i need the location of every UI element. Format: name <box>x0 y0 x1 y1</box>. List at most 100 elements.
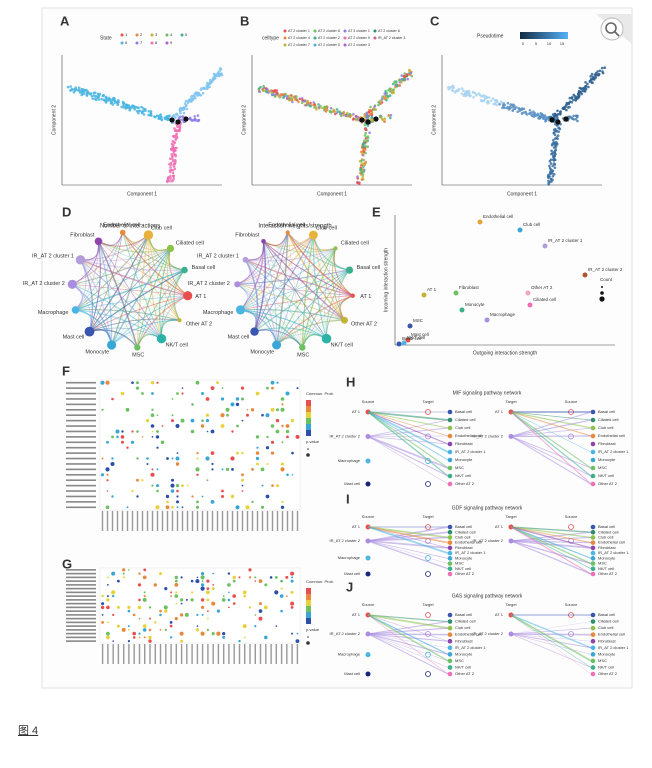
target-label: Basal cell <box>455 409 472 414</box>
cell-point <box>563 105 566 109</box>
signal-edge <box>367 435 449 469</box>
dot <box>290 601 295 606</box>
dot <box>100 380 105 385</box>
row-label <box>66 501 96 503</box>
node-label: MSC <box>297 352 309 358</box>
cell-point <box>570 97 574 100</box>
dot <box>227 583 231 587</box>
target-node <box>447 671 453 677</box>
interaction-edge <box>287 232 354 297</box>
cell-point <box>586 82 589 86</box>
col-label <box>207 644 209 664</box>
cell-point <box>163 116 167 119</box>
point-label: Mast cell <box>411 332 429 337</box>
cell-point <box>365 111 369 115</box>
interaction-edge <box>111 234 149 346</box>
dot <box>212 584 215 586</box>
dot <box>235 397 240 401</box>
interaction-edge <box>75 295 188 311</box>
cell-point <box>173 141 177 144</box>
zoom-button[interactable] <box>596 14 632 44</box>
caption-link[interactable]: 图 4 <box>18 724 38 737</box>
signal-edge <box>510 540 592 575</box>
interaction-edge <box>75 269 185 311</box>
panel-letter: F <box>62 363 70 378</box>
dot <box>146 463 149 465</box>
cell-point <box>325 108 329 111</box>
interaction-edge <box>237 232 289 285</box>
cell-point <box>386 95 390 98</box>
branch-node <box>365 119 371 125</box>
colorbar <box>306 594 311 600</box>
cell-point <box>392 88 395 91</box>
signal-edge <box>367 435 449 477</box>
cell-node <box>285 230 290 235</box>
legend-dot <box>306 641 310 645</box>
interaction-edge <box>80 259 162 339</box>
target-label: Endothelial cell <box>598 632 625 637</box>
cell-point <box>556 134 560 137</box>
legend-dot <box>135 41 139 45</box>
interaction-edge <box>240 295 353 311</box>
dot <box>211 632 215 636</box>
target-node <box>447 481 453 487</box>
dot <box>254 625 257 628</box>
point-label: Monocyte <box>465 302 485 307</box>
node-label: AT 1 <box>195 294 206 300</box>
plot-title: Interaction weights/strength <box>258 224 331 230</box>
legend-dot <box>165 41 169 45</box>
signal-edge <box>367 614 449 662</box>
row-label <box>66 595 96 597</box>
target-node <box>590 652 596 657</box>
target-node <box>425 651 431 658</box>
cell-point <box>580 92 584 96</box>
cell-point <box>584 81 587 84</box>
target-node <box>590 566 596 572</box>
interaction-edge <box>237 284 277 346</box>
dot <box>131 489 134 493</box>
row-label <box>66 587 96 590</box>
dot <box>291 474 294 476</box>
legend-dot <box>343 43 347 47</box>
dot <box>160 440 165 445</box>
row-label <box>66 414 96 417</box>
dot <box>206 590 210 595</box>
dot <box>196 457 199 460</box>
source-node <box>365 481 371 487</box>
dot <box>126 506 129 509</box>
cell-point <box>77 86 81 90</box>
cell-point <box>361 162 365 166</box>
cell-point <box>556 112 560 116</box>
target-label: Endothelial cell <box>455 433 482 438</box>
cell-point <box>410 74 414 78</box>
interaction-edge <box>173 269 185 321</box>
interaction-edge <box>80 248 171 262</box>
dot <box>281 500 284 503</box>
interaction-edge <box>254 327 327 340</box>
cell-point <box>203 87 207 90</box>
cell-point <box>479 98 483 102</box>
dot <box>121 440 124 444</box>
interaction-edge <box>245 234 314 261</box>
dot <box>221 387 224 389</box>
column-header: Source <box>362 602 375 607</box>
cell-point <box>193 92 197 96</box>
dot <box>230 456 235 461</box>
target-label: Monocyte <box>598 457 616 462</box>
cell-point <box>404 75 407 79</box>
interaction-edge <box>244 259 259 332</box>
cell-point <box>544 117 548 121</box>
target-node <box>590 556 596 561</box>
legend-label: AT 2 cluster 9 <box>348 36 370 40</box>
row-label <box>66 602 96 605</box>
point-label: AT 1 <box>427 287 437 292</box>
dot <box>291 576 294 579</box>
row-label <box>66 632 96 635</box>
node-label: Basal cell <box>357 265 381 271</box>
target-label: Club cell <box>455 625 470 630</box>
cell-point <box>538 117 541 120</box>
cell-point <box>348 114 352 118</box>
dot <box>260 467 265 472</box>
dot <box>169 636 173 639</box>
